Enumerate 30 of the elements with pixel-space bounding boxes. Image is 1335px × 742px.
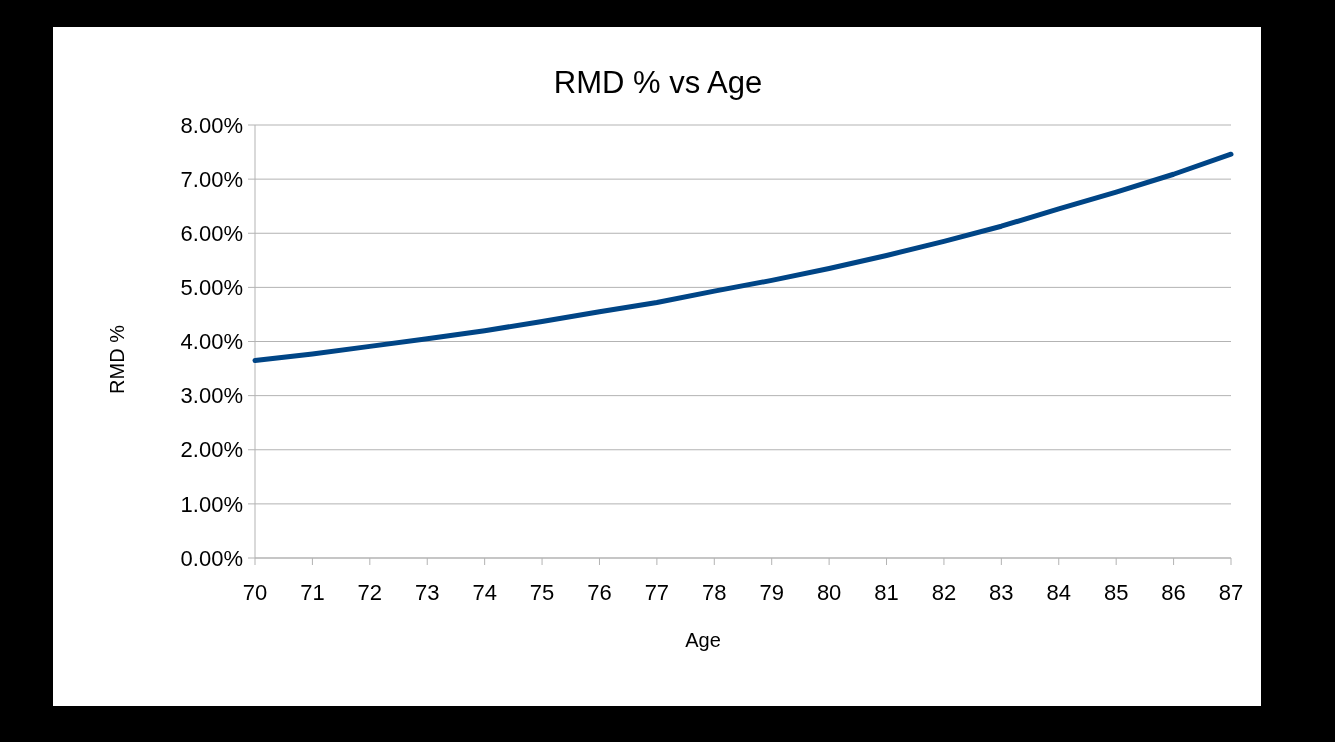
x-tick-label: 82	[931, 580, 957, 605]
x-tick-label: 75	[529, 580, 555, 605]
x-tick-label: 74	[472, 580, 497, 605]
x-tick-label: 79	[759, 580, 784, 605]
x-tick-label: 80	[816, 580, 842, 605]
x-tick-label: 72	[357, 580, 383, 605]
y-tick-label: 7.00%	[180, 166, 243, 192]
x-tick-label: 87	[1218, 580, 1244, 605]
y-axis-title: RMD %	[106, 324, 128, 394]
x-tick-label: 71	[300, 580, 325, 605]
x-tick-label: 85	[1103, 580, 1129, 605]
y-tick-label: 4.00%	[180, 329, 243, 355]
y-tick-label: 0.00%	[180, 545, 243, 571]
y-tick-label: 3.00%	[180, 383, 243, 409]
x-tick-label: 84	[1046, 580, 1072, 605]
x-tick-label: 81	[874, 580, 899, 605]
x-tick-label: 83	[989, 580, 1014, 605]
y-tick-label: 6.00%	[180, 220, 243, 246]
y-tick-label: 2.00%	[180, 437, 243, 463]
x-tick-label: 77	[644, 580, 670, 605]
x-tick-label: 86	[1161, 580, 1186, 605]
chart-title: RMD % vs Age	[553, 65, 763, 100]
x-tick-label: 73	[414, 580, 440, 605]
x-axis-title: Age	[685, 629, 721, 651]
x-tick-label: 78	[702, 580, 727, 605]
y-tick-label: 5.00%	[180, 275, 243, 301]
y-tick-label: 8.00%	[180, 112, 243, 138]
x-tick-label: 76	[587, 580, 612, 605]
y-tick-label: 1.00%	[180, 491, 243, 517]
x-tick-label: 70	[242, 580, 268, 605]
